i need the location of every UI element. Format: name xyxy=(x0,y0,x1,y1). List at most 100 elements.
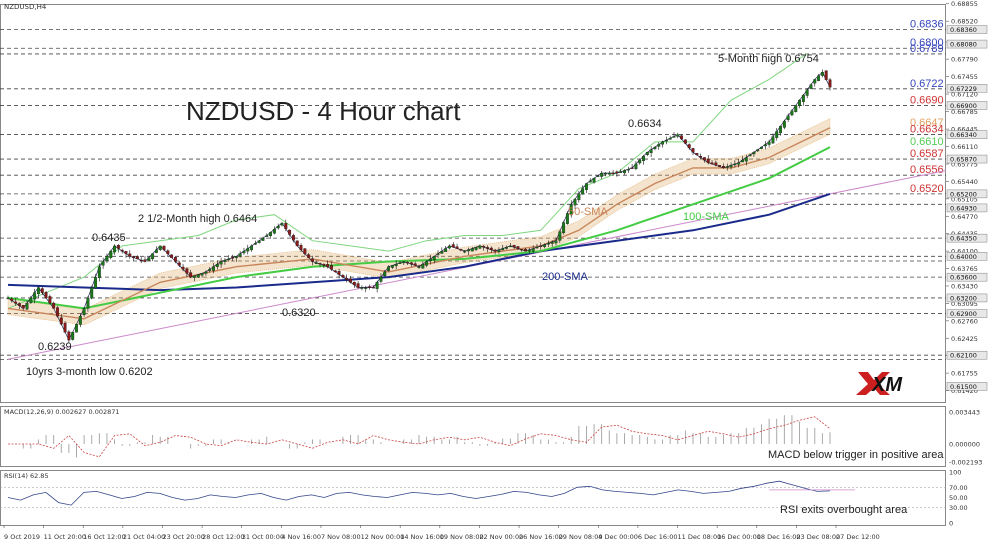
candle-up xyxy=(440,250,444,254)
candle-down xyxy=(611,172,615,175)
candle-up xyxy=(154,249,158,253)
candle-down xyxy=(486,247,489,249)
candle-up xyxy=(97,266,101,279)
candle-down xyxy=(824,70,828,80)
annotation-label: 0.6239 xyxy=(38,341,72,353)
candle-up xyxy=(253,243,257,245)
candle-down xyxy=(326,264,330,267)
macd-axis-label: -0.002193 xyxy=(949,459,982,467)
candle-down xyxy=(333,270,337,273)
candle-down xyxy=(21,305,25,309)
candle-up xyxy=(779,126,782,134)
candle-up xyxy=(272,229,276,234)
candle-up xyxy=(546,243,550,245)
price-axis-box-label: 0.63600 xyxy=(950,274,977,282)
rsi-axis-label: 50.00 xyxy=(949,494,968,502)
ichimoku-cloud xyxy=(7,118,831,326)
time-axis-label: 11 Dec 08:00 xyxy=(678,533,722,541)
time-axis-label: 29 Nov 08:00 xyxy=(559,533,603,541)
candle-down xyxy=(322,264,326,266)
candle-down xyxy=(706,158,710,163)
candle-up xyxy=(562,222,566,234)
candle-up xyxy=(760,146,763,149)
candle-up xyxy=(543,244,547,247)
rsi-line xyxy=(7,480,831,506)
candle-down xyxy=(231,257,234,259)
price-axis-box-label: 0.67229 xyxy=(950,85,977,93)
candle-down xyxy=(128,253,132,257)
candle-down xyxy=(695,153,699,156)
candle-up xyxy=(569,204,573,216)
price-axis: 0.688550.685200.681200.677900.674550.671… xyxy=(946,0,988,395)
candle-down xyxy=(459,249,463,251)
candle-up xyxy=(257,240,261,243)
candle-up xyxy=(642,156,645,162)
level-label: 0.6634 xyxy=(910,124,944,136)
candle-up xyxy=(752,152,756,155)
candle-up xyxy=(577,193,581,201)
time-axis-label: 6 Dec 16:00 xyxy=(638,533,678,541)
candle-up xyxy=(638,159,642,164)
candle-down xyxy=(710,162,714,165)
candle-up xyxy=(763,144,767,147)
time-axis-label: 16 Dec 00:00 xyxy=(717,533,761,541)
annotation-label: 5-Month high 0.6754 xyxy=(718,53,819,65)
price-axis-box xyxy=(946,272,988,282)
level-label: 0.6800 xyxy=(910,37,944,49)
price-axis-label: 0.65105 xyxy=(951,195,978,203)
candle-up xyxy=(314,262,318,264)
annotation-label: 200-SMA xyxy=(542,271,589,283)
time-axis-label: 31 Oct 00:00 xyxy=(242,533,284,541)
time-axis-label: 19 Nov 08:00 xyxy=(440,533,484,541)
price-axis-label: 0.65775 xyxy=(951,160,978,168)
price-axis-box xyxy=(946,39,988,49)
candle-down xyxy=(630,167,634,169)
price-axis-label: 0.65440 xyxy=(951,178,978,186)
candle-down xyxy=(166,250,170,254)
levels-layer: 0.68360.68000.67890.67220.66900.66470.66… xyxy=(0,18,946,360)
candle-up xyxy=(280,222,284,226)
candle-up xyxy=(196,274,200,278)
candle-up xyxy=(775,131,779,138)
candle-up xyxy=(596,175,600,177)
price-axis-box-label: 0.63200 xyxy=(950,294,977,302)
candle-up xyxy=(657,144,661,147)
candle-up xyxy=(501,248,505,251)
candle-up xyxy=(790,110,794,116)
candle-up xyxy=(29,297,33,304)
price-axis-box xyxy=(946,189,988,199)
candle-up xyxy=(744,157,748,162)
symbol-label: NZDUSD,H4 xyxy=(4,3,47,11)
candle-up xyxy=(592,178,596,183)
candle-down xyxy=(691,148,695,153)
candle-up xyxy=(653,146,657,150)
candle-up xyxy=(809,84,813,89)
candle-down xyxy=(455,246,459,249)
candle-up xyxy=(276,226,280,229)
candle-up xyxy=(756,149,760,152)
candle-down xyxy=(63,322,67,333)
annotation-label: 2 1/2-Month high 0.6464 xyxy=(138,213,257,225)
candle-up xyxy=(109,250,113,258)
price-axis-box xyxy=(946,101,988,110)
candle-up xyxy=(113,245,117,253)
candle-up xyxy=(668,138,672,140)
candle-up xyxy=(478,245,482,249)
candle-up xyxy=(227,258,231,261)
price-axis-box-label: 0.61500 xyxy=(950,383,977,391)
candle-up xyxy=(581,188,585,195)
candle-down xyxy=(170,254,174,258)
candle-up xyxy=(661,141,665,145)
candle-up xyxy=(805,89,809,96)
candle-up xyxy=(246,248,250,252)
candle-up xyxy=(379,276,383,282)
candle-down xyxy=(714,162,718,166)
price-axis-label: 0.63095 xyxy=(951,300,978,308)
price-axis-box-label: 0.68360 xyxy=(950,26,977,34)
time-axis-label: 12 Nov 00:00 xyxy=(361,533,405,541)
candle-down xyxy=(310,258,314,262)
candle-up xyxy=(398,262,402,264)
time-axis-label: 14 Nov 16:00 xyxy=(400,533,444,541)
candle-down xyxy=(284,223,288,229)
